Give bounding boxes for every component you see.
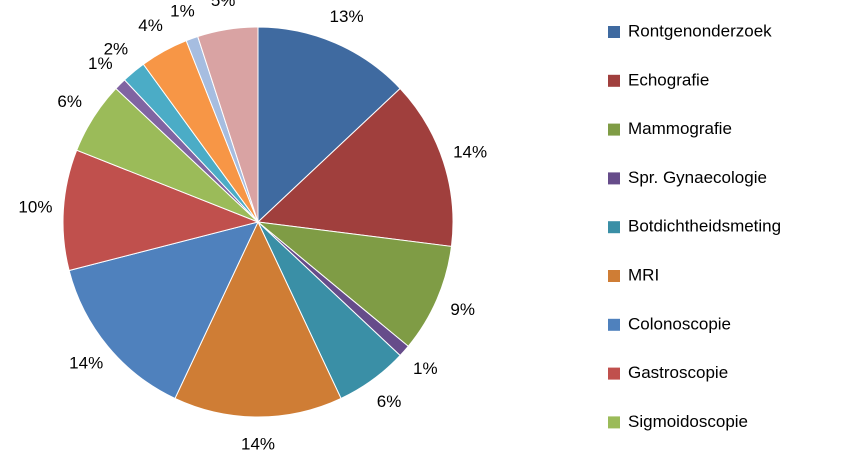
legend-swatch <box>608 123 620 136</box>
data-label: 9% <box>450 300 475 319</box>
data-label: 4% <box>138 16 163 35</box>
data-label: 10% <box>18 197 52 216</box>
data-label: 1% <box>413 359 438 378</box>
data-label: 13% <box>330 7 364 26</box>
legend-label: Gastroscopie <box>628 363 728 382</box>
data-label: 14% <box>241 434 275 453</box>
legend-swatch <box>608 318 620 331</box>
legend-label: Spr. Gynaecologie <box>628 168 767 187</box>
legend-swatch <box>608 74 620 87</box>
data-label: 6% <box>377 392 402 411</box>
data-label: 6% <box>57 92 82 111</box>
legend-label: Botdichtheidsmeting <box>628 217 781 236</box>
data-label: 1% <box>88 54 113 73</box>
legend-label: Mammografie <box>628 119 732 138</box>
legend-label: MRI <box>628 265 659 284</box>
data-label: 1% <box>170 2 195 21</box>
legend-label: Echografie <box>628 70 709 89</box>
data-label: 5% <box>211 0 236 10</box>
data-label: 14% <box>453 143 487 162</box>
legend-label: Rontgenonderzoek <box>628 21 772 40</box>
pie-slice <box>174 220 342 418</box>
legend-label: Colonoscopie <box>628 314 731 333</box>
data-label: 14% <box>69 354 103 373</box>
legend-swatch <box>608 367 620 380</box>
legend-swatch <box>608 270 620 282</box>
data-label: 2% <box>104 40 129 59</box>
pie-slice <box>62 149 260 272</box>
legend-swatch <box>608 26 620 38</box>
legend-label: Sigmoidoscopie <box>628 412 748 431</box>
legend-swatch <box>608 221 620 234</box>
legend-swatch <box>608 172 620 185</box>
pie-slice <box>256 87 454 247</box>
pie-slice <box>256 221 453 348</box>
pie-slice <box>257 26 401 224</box>
pie-slice <box>68 221 259 400</box>
legend-swatch <box>608 416 620 429</box>
pie-slice <box>197 26 259 223</box>
